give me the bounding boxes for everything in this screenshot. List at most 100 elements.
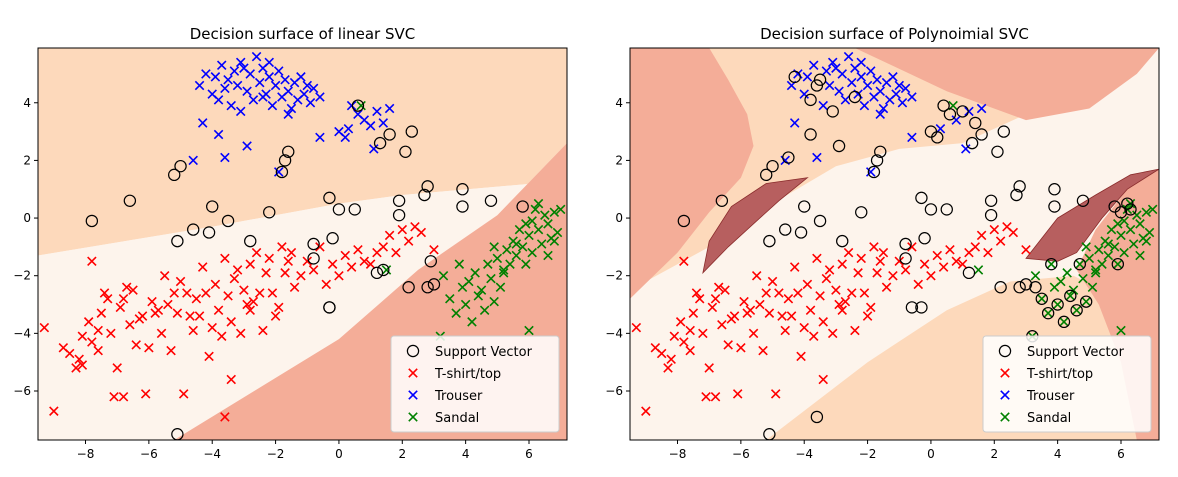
t-shirt-top-point: [153, 305, 164, 316]
t-shirt-top-point: [777, 311, 787, 321]
t-shirt-top-point: [182, 288, 192, 298]
legend-label-trouser: Trouser: [1026, 389, 1075, 404]
t-shirt-top-point: [783, 293, 794, 304]
t-shirt-top-point: [669, 331, 680, 342]
sandal-point: [502, 244, 512, 255]
sandal-point: [1135, 250, 1145, 261]
legend-box: [390, 335, 560, 433]
sandal-point: [1081, 242, 1091, 252]
support-vector-point: [85, 214, 99, 228]
support-vector-point: [282, 145, 295, 158]
sandal-point: [492, 253, 503, 264]
t-shirt-top-point: [675, 317, 686, 327]
trouser-point: [812, 152, 822, 163]
legend: Support Vector T-shirt/top Trouser Sandal: [982, 335, 1152, 433]
sandal-point: [973, 265, 984, 275]
sandal-point: [1065, 291, 1076, 301]
x-tick-label: 2: [990, 447, 998, 461]
t-shirt-top-point: [334, 270, 344, 281]
trouser-point: [299, 89, 309, 99]
sandal-point: [1144, 227, 1155, 238]
support-vector-point: [332, 203, 346, 216]
t-shirt-top-point: [761, 288, 771, 298]
trouser-point: [194, 80, 205, 91]
trouser-point: [846, 77, 857, 88]
support-vector-point: [1121, 197, 1134, 210]
sandal-point: [381, 265, 392, 275]
t-shirt-top-point: [1008, 227, 1019, 238]
y-tick-label: 4: [23, 96, 31, 110]
t-shirt-top-point: [99, 288, 110, 298]
sandal-point: [479, 305, 490, 316]
t-shirt-top-point: [49, 406, 59, 416]
t-shirt-top-point: [869, 242, 879, 252]
support-vector-point: [874, 145, 887, 158]
trouser-point: [818, 100, 828, 111]
sandal-point: [476, 285, 487, 295]
t-shirt-top-point: [663, 363, 673, 373]
sandal-point: [1052, 299, 1063, 310]
sandal-point: [451, 308, 461, 318]
trouser-point: [188, 155, 198, 166]
support-vector-point: [1073, 257, 1087, 271]
trouser-point: [264, 72, 275, 82]
support-vector-point: [766, 159, 779, 173]
t-shirt-top-point: [207, 322, 217, 333]
t-shirt-top-point: [137, 311, 148, 321]
support-vector-point: [813, 73, 827, 86]
legend-label-support-vector: Support Vector: [1027, 345, 1125, 360]
t-shirt-top-point: [758, 345, 768, 356]
sandal-point: [1059, 317, 1069, 327]
t-shirt-top-point: [131, 340, 141, 350]
trouser-point: [856, 57, 867, 68]
support-vector-point: [275, 165, 289, 179]
support-vector-point: [867, 165, 881, 179]
support-vector-point: [813, 214, 827, 228]
sandal-point: [1071, 305, 1082, 316]
sandal-point: [1113, 219, 1123, 229]
t-shirt-top-point: [270, 311, 281, 321]
y-tick-label: −4: [605, 326, 623, 340]
axes-frame: [37, 47, 568, 441]
support-vector-point: [377, 263, 390, 277]
t-shirt-top-point: [894, 256, 905, 267]
trouser-point: [888, 72, 898, 82]
sandal-point: [1046, 259, 1057, 269]
t-shirt-top-point: [201, 288, 211, 298]
t-shirt-top-point: [220, 253, 230, 264]
support-vector-point: [1124, 203, 1137, 216]
t-shirt-top-point: [365, 259, 376, 269]
trouser-point: [258, 92, 268, 102]
t-shirt-top-point: [359, 256, 370, 267]
t-shirt-top-point: [245, 259, 255, 269]
y-tick-label: 2: [23, 153, 31, 167]
t-shirt-top-point: [729, 311, 740, 321]
trouser-point: [834, 86, 844, 97]
chart-title: Decision surface of Polynoimial SVC: [760, 25, 1029, 43]
t-shirt-top-point: [378, 242, 389, 252]
support-vector-point: [424, 255, 437, 268]
support-vector-point: [1045, 257, 1058, 271]
t-shirt-top-point: [340, 250, 351, 261]
trouser-point: [315, 92, 325, 102]
sandal-point: [517, 242, 528, 252]
sandal-point: [524, 325, 534, 336]
t-shirt-top-point: [951, 256, 962, 267]
t-shirt-top-point: [745, 305, 756, 316]
t-shirt-top-point: [87, 337, 97, 347]
sandal-point: [527, 216, 537, 226]
support-vector-point: [969, 116, 982, 130]
x-tick-label: 2: [398, 447, 406, 461]
trouser-point: [827, 57, 838, 68]
trouser-point: [220, 83, 230, 94]
t-shirt-top-point: [226, 317, 236, 327]
trouser-point: [245, 69, 255, 79]
t-shirt-top-point: [147, 296, 157, 307]
trouser-point: [900, 83, 911, 94]
y-tick-label: −6: [605, 384, 623, 398]
t-shirt-top-point: [850, 325, 860, 336]
support-vector-point: [174, 159, 187, 173]
support-vector-point: [456, 183, 469, 196]
t-shirt-top-point: [391, 247, 401, 258]
support-vector-point: [997, 125, 1010, 138]
